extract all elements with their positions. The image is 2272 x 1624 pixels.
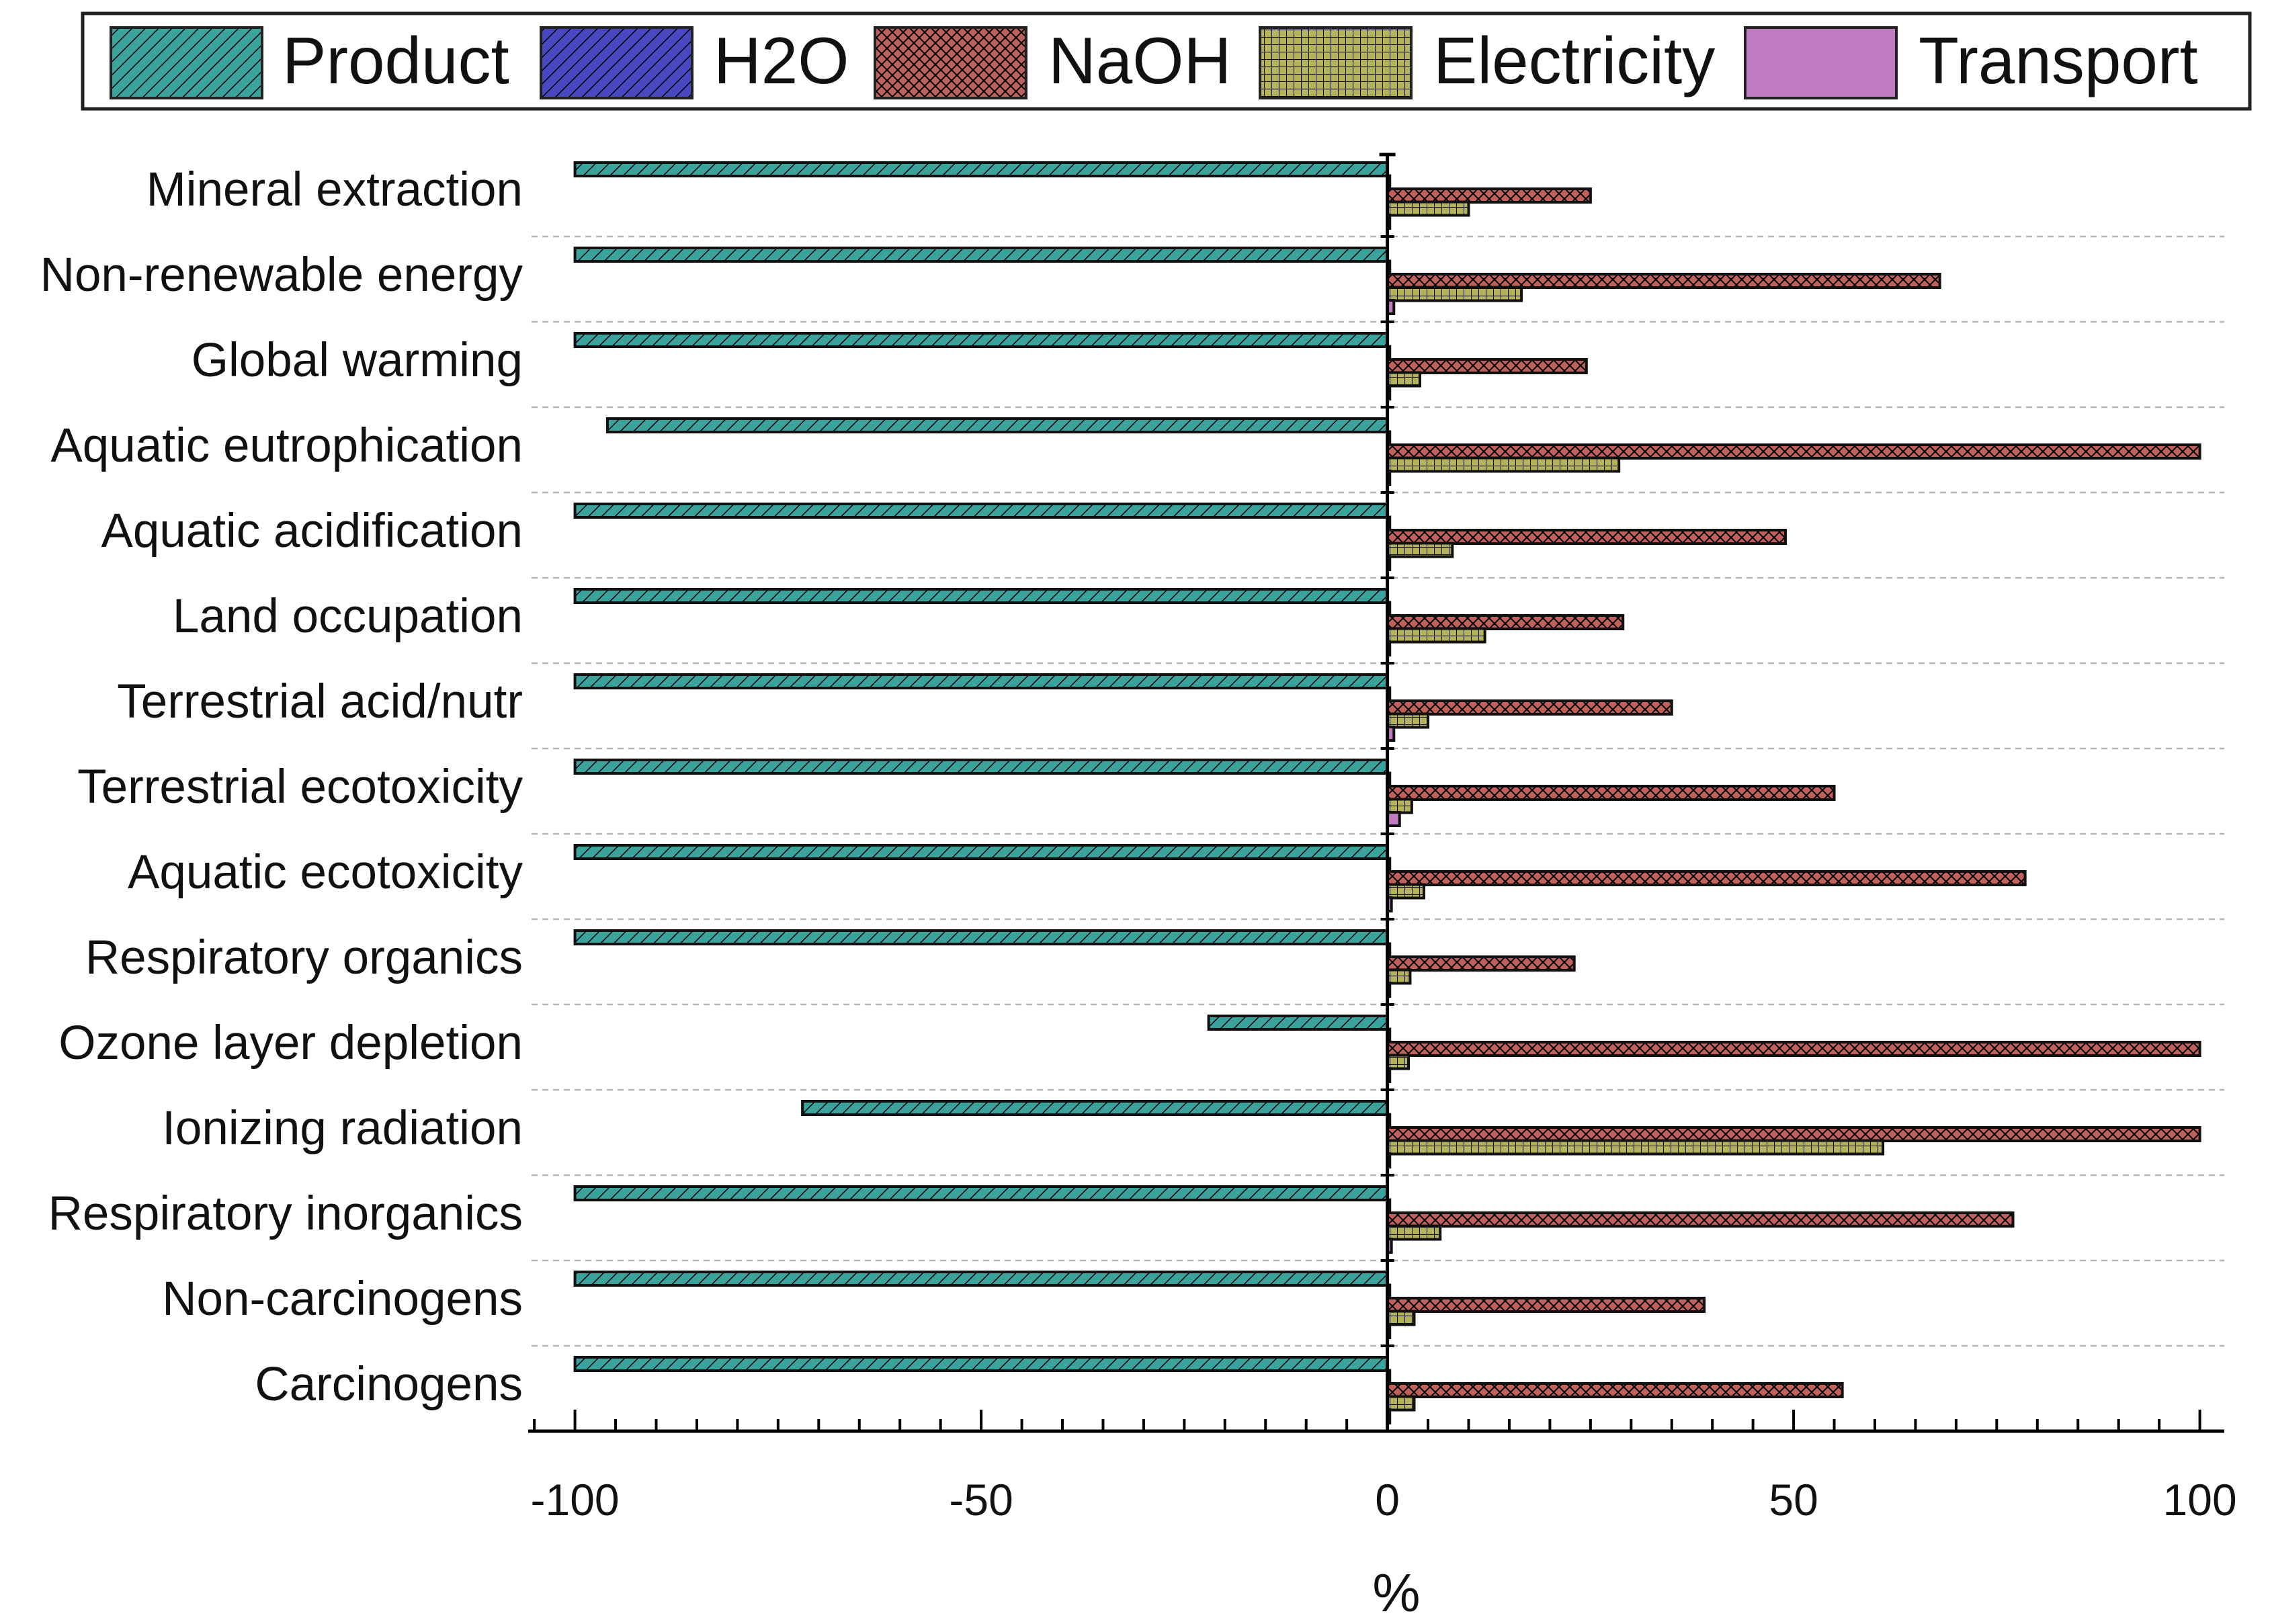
- bar-ozone-layer-depletion-electricity-pattern: [1387, 1055, 1409, 1069]
- x-axis-title: %: [1372, 1563, 1420, 1623]
- category-labels: Mineral extraction Non-renewable energy Gl…: [40, 163, 523, 1411]
- legend-label-product: Product: [282, 24, 509, 97]
- category-label-ionizing-radiation: Ionizing radiation: [162, 1102, 523, 1155]
- category-label-respiratory-inorganics: Respiratory inorganics: [48, 1187, 523, 1240]
- bar-aquatic-eutrophication-electricity-pattern: [1387, 458, 1619, 472]
- bar-aquatic-ecotoxicity-naoh-pattern: [1387, 871, 2025, 885]
- legend-swatch-pattern-electricity: [1259, 26, 1413, 99]
- bar-terrestrial-ecotoxicity-product-pattern: [575, 760, 1388, 773]
- bar-terrestrial-acid-nutr-electricity-pattern: [1387, 714, 1429, 728]
- category-label-land-occupation: Land occupation: [173, 590, 523, 643]
- x-tick-label: -50: [949, 1475, 1013, 1525]
- bar-non-renewable-energy-electricity-pattern: [1387, 287, 1522, 301]
- bar-land-occupation-naoh-pattern: [1387, 615, 1624, 629]
- bar-non-renewable-energy-naoh-pattern: [1387, 274, 1940, 288]
- bar-land-occupation-product-pattern: [575, 589, 1388, 603]
- bar-mineral-extraction-naoh-pattern: [1387, 189, 1591, 202]
- category-label-non-carcinogens: Non-carcinogens: [162, 1273, 523, 1326]
- bar-ozone-layer-depletion-product-pattern: [1208, 1016, 1388, 1029]
- bar-terrestrial-acid-nutr-product-pattern: [575, 675, 1388, 688]
- bar-non-carcinogens-product-pattern: [575, 1272, 1388, 1285]
- legend-label-h2o: H2O: [714, 24, 849, 97]
- bar-non-renewable-energy-transport: [1387, 300, 1394, 314]
- x-tick-label: 100: [2163, 1475, 2237, 1525]
- bar-terrestrial-ecotoxicity-naoh-pattern: [1387, 786, 1835, 800]
- bar-respiratory-organics-product-pattern: [575, 931, 1388, 944]
- bar-global-warming-product-pattern: [575, 333, 1388, 347]
- bar-carcinogens-naoh-pattern: [1387, 1383, 1843, 1397]
- bar-mineral-extraction-product-pattern: [575, 163, 1388, 176]
- category-label-non-renewable-energy: Non-renewable energy: [40, 249, 523, 302]
- category-label-global-warming: Global warming: [192, 334, 523, 387]
- bar-ionizing-radiation-product-pattern: [802, 1101, 1388, 1115]
- bar-ozone-layer-depletion-naoh-pattern: [1387, 1042, 2200, 1056]
- x-tick-label: -100: [531, 1475, 620, 1525]
- bar-aquatic-acidification-product-pattern: [575, 504, 1388, 517]
- bar-ionizing-radiation-electricity-pattern: [1387, 1140, 1884, 1154]
- legend-swatch-pattern-naoh: [874, 26, 1027, 99]
- category-label-mineral-extraction: Mineral extraction: [146, 163, 523, 216]
- legend: Product H2O NaOH Electricity Transport: [81, 11, 2252, 111]
- bar-non-renewable-energy-product-pattern: [575, 248, 1388, 261]
- bar-respiratory-organics-electricity-pattern: [1387, 970, 1411, 984]
- gridlines: [532, 235, 2224, 1347]
- bar-aquatic-acidification-electricity-pattern: [1387, 543, 1453, 557]
- legend-swatch-pattern-product: [110, 26, 263, 99]
- x-tick-label: 0: [1375, 1475, 1400, 1525]
- bar-ionizing-radiation-naoh-pattern: [1387, 1127, 2200, 1141]
- bar-terrestrial-ecotoxicity-transport: [1387, 812, 1400, 826]
- category-label-carcinogens: Carcinogens: [255, 1358, 523, 1411]
- bar-aquatic-ecotoxicity-transport: [1387, 898, 1392, 911]
- bar-terrestrial-ecotoxicity-electricity-pattern: [1387, 799, 1412, 813]
- bar-non-carcinogens-electricity-pattern: [1387, 1311, 1415, 1325]
- category-label-aquatic-acidification: Aquatic acidification: [101, 505, 523, 558]
- bar-respiratory-inorganics-transport: [1387, 1239, 1392, 1252]
- bar-respiratory-organics-naoh-pattern: [1387, 957, 1574, 970]
- bar-mineral-extraction-electricity-pattern: [1387, 202, 1469, 216]
- bar-aquatic-eutrophication-product-pattern: [607, 419, 1388, 432]
- legend-label-naoh: NaOH: [1048, 24, 1231, 97]
- x-tick-label: 50: [1769, 1475, 1818, 1525]
- bar-respiratory-inorganics-electricity-pattern: [1387, 1226, 1441, 1240]
- bar-aquatic-eutrophication-naoh-pattern: [1387, 445, 2200, 458]
- legend-swatch-pattern-h2o: [540, 26, 693, 99]
- bar-respiratory-inorganics-product-pattern: [575, 1187, 1388, 1200]
- bar-global-warming-naoh-pattern: [1387, 359, 1587, 373]
- bar-non-carcinogens-naoh-pattern: [1387, 1298, 1705, 1312]
- bar-carcinogens-electricity-pattern: [1387, 1396, 1415, 1410]
- category-label-terrestrial-acid-nutr: Terrestrial acid/nutr: [117, 675, 523, 728]
- category-label-ozone-layer-depletion: Ozone layer depletion: [58, 1017, 523, 1070]
- bar-terrestrial-acid-nutr-transport: [1387, 727, 1394, 740]
- category-label-aquatic-eutrophication: Aquatic eutrophication: [50, 419, 523, 472]
- bar-respiratory-inorganics-naoh-pattern: [1387, 1213, 2013, 1226]
- bar-aquatic-ecotoxicity-product-pattern: [575, 845, 1388, 859]
- bar-terrestrial-acid-nutr-naoh-pattern: [1387, 701, 1672, 714]
- legend-swatch-transport: [1744, 26, 1898, 99]
- category-label-aquatic-ecotoxicity: Aquatic ecotoxicity: [128, 846, 523, 899]
- axes: -100 -50 0 50 100: [528, 153, 2237, 1525]
- bar-aquatic-ecotoxicity-electricity-pattern: [1387, 884, 1425, 898]
- bar-aquatic-acidification-naoh-pattern: [1387, 530, 1786, 544]
- category-label-respiratory-organics: Respiratory organics: [85, 931, 523, 984]
- bar-land-occupation-electricity-pattern: [1387, 628, 1485, 642]
- bar-global-warming-electricity-pattern: [1387, 372, 1420, 386]
- category-label-terrestrial-ecotoxicity: Terrestrial ecotoxicity: [77, 761, 523, 814]
- legend-label-transport: Transport: [1919, 24, 2198, 97]
- bar-carcinogens-product-pattern: [575, 1357, 1388, 1371]
- legend-label-electricity: Electricity: [1433, 24, 1715, 97]
